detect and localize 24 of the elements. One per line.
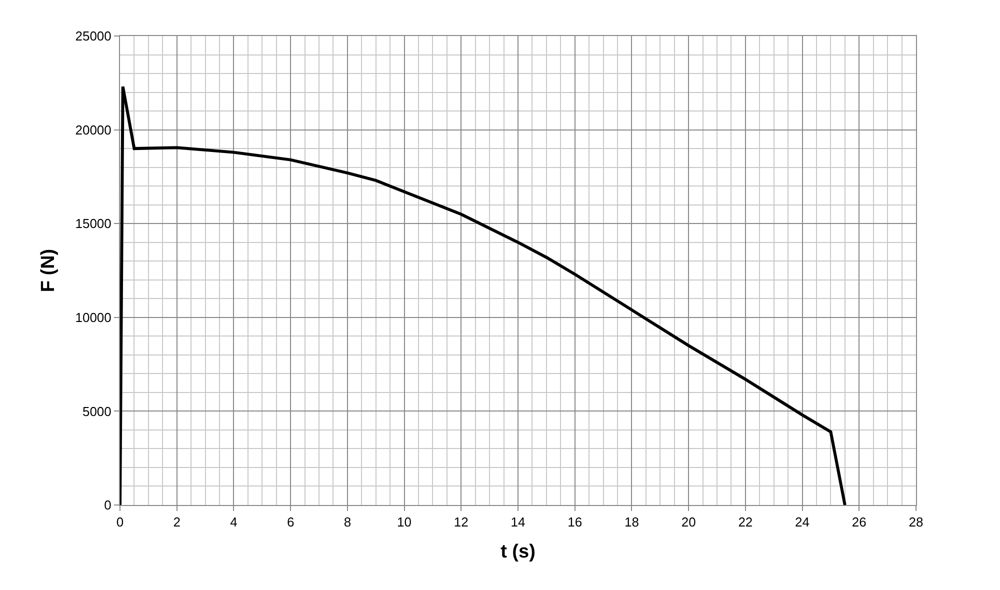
y-tick-label: 20000	[75, 122, 112, 138]
x-tick-label: 12	[454, 514, 468, 530]
x-tick-label: 28	[908, 514, 924, 530]
x-tick-label: 6	[286, 514, 294, 530]
x-tick-label: 22	[738, 514, 753, 530]
x-tick-label: 0	[116, 514, 124, 530]
x-tick-label: 24	[795, 514, 810, 530]
x-tick-label: 8	[344, 514, 352, 530]
x-tick-label: 14	[510, 514, 526, 530]
x-tick-label: 16	[568, 514, 582, 530]
x-tick-label: 2	[173, 514, 180, 530]
y-tick-label: 10000	[75, 310, 112, 325]
y-tick-label: 0	[104, 498, 112, 513]
y-tick-label: 15000	[75, 216, 112, 232]
x-tick-label: 18	[624, 514, 639, 530]
y-axis-title: F (N)	[38, 248, 60, 292]
x-axis-title: t (s)	[500, 541, 536, 562]
y-tick-label: 25000	[75, 28, 112, 44]
x-tick-label: 26	[852, 514, 866, 530]
line-series	[120, 85, 846, 505]
x-tick-label: 20	[681, 514, 696, 530]
y-tick-label: 5000	[82, 404, 112, 419]
x-tick-label: 10	[397, 514, 412, 530]
x-tick-label: 4	[230, 514, 238, 530]
